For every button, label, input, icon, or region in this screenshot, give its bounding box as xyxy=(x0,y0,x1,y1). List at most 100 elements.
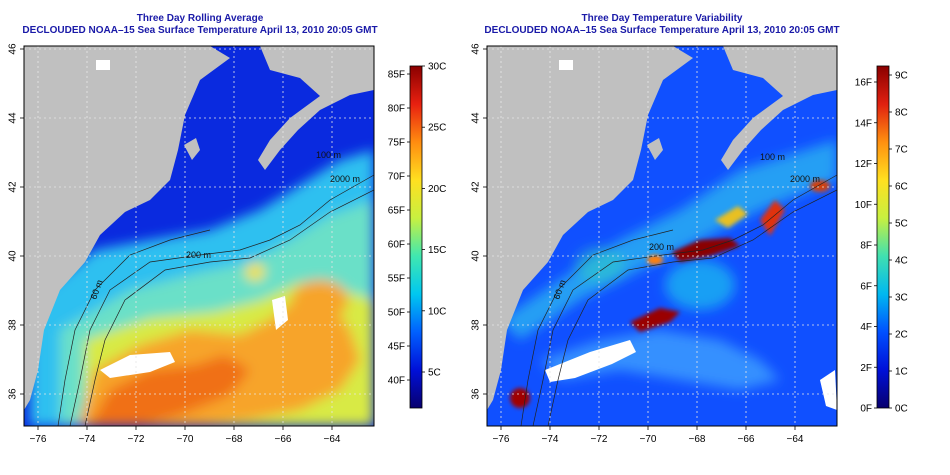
sst-y-tick-label: 46 xyxy=(8,43,19,55)
var-x-tick-label: −72 xyxy=(591,434,608,445)
var-nova-scotia xyxy=(721,46,837,170)
sst-graticule xyxy=(24,46,374,426)
sst-coast-us xyxy=(24,46,230,410)
var-cb-right-label: 0C xyxy=(895,404,908,415)
sst-cb-left-label: 50F xyxy=(388,308,405,319)
var-x-tick-label: −68 xyxy=(689,434,706,445)
var-y-tick-label: 46 xyxy=(471,43,482,55)
var-gulf-band xyxy=(540,330,780,390)
var-y-tick-label: 38 xyxy=(471,319,482,331)
var-eddy-a xyxy=(665,260,735,310)
var-shelf-zone xyxy=(500,140,837,340)
var-cb-right-label: 4C xyxy=(895,256,908,267)
sst-cb-left-label: 75F xyxy=(388,138,405,149)
sst-y-tick-label: 38 xyxy=(8,319,19,331)
left-subtitle: DECLOUDED NOAA–15 Sea Surface Temperatur… xyxy=(22,25,378,36)
var-missing-data xyxy=(559,60,573,70)
variability-map: 200 m 60 m 100 m 2000 m xyxy=(487,46,837,426)
var-front-ne xyxy=(715,206,748,228)
sst-missing-data xyxy=(96,60,110,70)
right-subtitle: DECLOUDED NOAA–15 Sea Surface Temperatur… xyxy=(484,25,840,36)
sst-map: 200 m 60 m 100 m 2000 m xyxy=(24,46,374,426)
var-coast-us xyxy=(487,46,693,410)
var-cb-left-label: 6F xyxy=(860,281,872,292)
sst-colorbar-ticks: 85F 80F 75F 70F 65F 60F 55F 50F 45F 40F 30C 25C 20C 1… xyxy=(388,62,447,387)
var-frame xyxy=(486,45,838,427)
var-cb-left-label: 10F xyxy=(855,200,872,211)
sst-contour-label-100m: 100 m xyxy=(316,150,341,160)
sst-contour-label-200m: 200 m xyxy=(186,250,211,260)
sst-cb-left-label: 80F xyxy=(388,104,405,115)
var-cb-right-label: 7C xyxy=(895,145,908,156)
sst-cb-left-label: 55F xyxy=(388,274,405,285)
var-x-tick-label: −66 xyxy=(738,434,755,445)
var-y-tick-label: 44 xyxy=(471,112,482,124)
sst-nova-scotia xyxy=(258,46,374,170)
sst-frame xyxy=(23,45,375,427)
var-front-mid xyxy=(647,255,663,265)
left-panel-title: Three Day Rolling Average DECLOUDED NOAA… xyxy=(0,13,400,37)
var-front-east xyxy=(760,200,785,236)
sst-axes: −76 −74 −72 −70 −68 −66 −64 36 38 40 42 44 46 xyxy=(8,43,341,445)
sst-x-tick-label: −72 xyxy=(128,434,145,445)
sst-cape-cod xyxy=(184,138,200,160)
var-cb-right-label: 8C xyxy=(895,108,908,119)
var-cb-right-label: 1C xyxy=(895,367,908,378)
var-cape-cod xyxy=(647,138,663,160)
sst-y-tick-label: 40 xyxy=(8,250,19,262)
sst-contour-label-2000m: 2000 m xyxy=(330,174,360,184)
var-colorbar xyxy=(876,65,890,409)
sst-cloud-mask xyxy=(100,352,175,378)
sst-cb-left-label: 60F xyxy=(388,240,405,251)
var-colorbar-ticks: 16F 14F 12F 10F 8F 6F 4F 2F 0F 9C 8C 7C 6C 5C 4C 3C 2C 1C… xyxy=(855,71,908,415)
sst-cb-right-label: 5C xyxy=(428,368,441,379)
var-x-tick-label: −70 xyxy=(640,434,657,445)
var-front-nw xyxy=(810,180,830,192)
sst-gulf-stream-core xyxy=(90,355,250,426)
sst-y-tick-label: 36 xyxy=(8,388,19,400)
left-title: Three Day Rolling Average xyxy=(136,13,264,24)
sst-x-tick-label: −70 xyxy=(177,434,194,445)
var-cb-left-label: 14F xyxy=(855,118,872,129)
var-y-tick-label: 42 xyxy=(471,181,482,193)
var-y-tick-label: 40 xyxy=(471,250,482,262)
sst-cb-left-label: 65F xyxy=(388,206,405,217)
sst-y-tick-label: 42 xyxy=(8,181,19,193)
var-cb-right-label: 5C xyxy=(895,219,908,230)
var-cb-left-label: 16F xyxy=(855,78,872,89)
var-isobath-60m xyxy=(520,229,674,426)
var-cb-right-label: 9C xyxy=(895,71,908,82)
sst-isobath-2000m xyxy=(84,189,374,426)
var-x-tick-label: −76 xyxy=(493,434,510,445)
sst-temperature-field xyxy=(30,150,374,426)
var-x-tick-label: −74 xyxy=(542,434,559,445)
var-land xyxy=(487,46,837,410)
var-cb-right-label: 3C xyxy=(895,293,908,304)
sst-cb-right-label: 15C xyxy=(428,245,446,256)
sst-isobath-60m xyxy=(57,229,211,426)
var-field xyxy=(500,140,837,390)
right-title: Three Day Temperature Variability xyxy=(581,13,743,24)
sst-cb-right-label: 20C xyxy=(428,184,446,195)
sst-warm-eddy xyxy=(292,280,348,320)
var-cb-left-label: 2F xyxy=(860,363,872,374)
var-cb-left-label: 4F xyxy=(860,322,872,333)
sst-colorbar xyxy=(409,65,423,409)
sst-cb-left-label: 45F xyxy=(388,342,405,353)
var-cb-right-label: 6C xyxy=(895,182,908,193)
sst-cb-right-label: 30C xyxy=(428,62,446,73)
var-cb-left-label: 0F xyxy=(860,404,872,415)
var-x-tick-label: −64 xyxy=(787,434,804,445)
var-contour-label-2000m: 2000 m xyxy=(790,174,820,184)
sst-x-tick-label: −64 xyxy=(324,434,341,445)
sst-x-tick-label: −66 xyxy=(275,434,292,445)
var-axes: −76 −74 −72 −70 −68 −66 −64 36 38 40 42 44 46 xyxy=(471,43,804,445)
sst-y-tick-label: 44 xyxy=(8,112,19,124)
var-front-south xyxy=(630,308,680,332)
sst-cloud-mask-2 xyxy=(272,296,288,330)
var-cb-right-label: 2C xyxy=(895,330,908,341)
sst-cb-right-label: 10C xyxy=(428,306,446,317)
var-graticule xyxy=(487,46,837,426)
var-cb-left-label: 8F xyxy=(860,241,872,252)
